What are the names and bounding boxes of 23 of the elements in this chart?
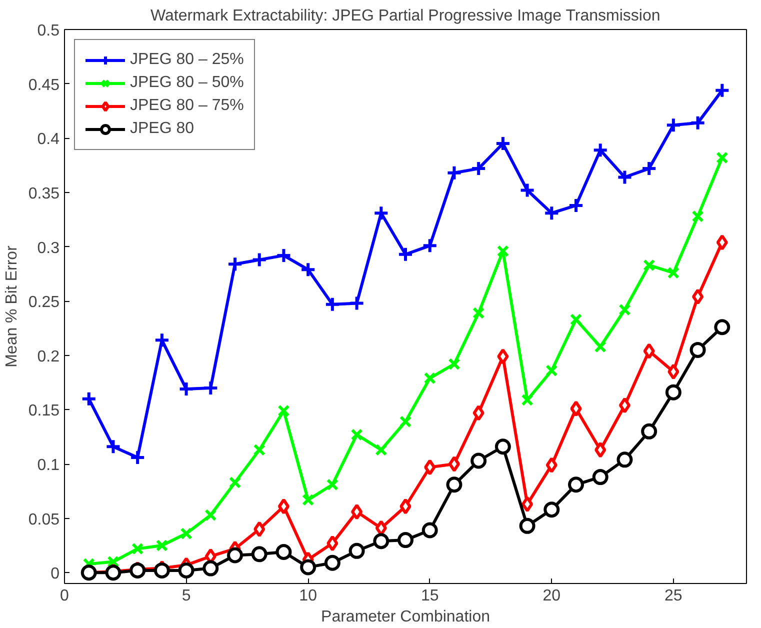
legend-label: JPEG 80 – 75%	[130, 97, 244, 115]
chart-title: Watermark Extractability: JPEG Partial Progressive Image Transmission	[150, 8, 660, 24]
y-axis-title: Mean % Bit Error	[3, 244, 20, 368]
y-tick-label: 0.3	[37, 240, 60, 257]
y-tick-label: 0.45	[28, 76, 60, 94]
x-tick-label: 15	[420, 588, 439, 604]
y-tick-label: 0.5	[37, 22, 60, 40]
y-tick-label: 0.2	[37, 348, 60, 366]
y-tick-label: 0.15	[28, 402, 60, 420]
y-tick-label: 0.1	[37, 457, 60, 474]
y-tick-label: 0.05	[28, 511, 60, 528]
x-axis-title: Parameter Combination	[321, 608, 490, 626]
legend-label: JPEG 80 – 50%	[130, 74, 244, 92]
y-tick-label: 0.25	[28, 294, 60, 312]
x-tick-label: 10	[299, 588, 318, 604]
y-tick-label: 0	[50, 566, 60, 583]
legend-label: JPEG 80	[130, 120, 194, 138]
legend-label: JPEG 80 – 25%	[130, 51, 244, 69]
y-tick-label: 0.35	[28, 185, 60, 202]
x-tick-label: 20	[542, 588, 561, 604]
x-tick-label: 25	[664, 588, 682, 604]
x-tick-label: 5	[182, 588, 191, 604]
y-tick-label: 0.4	[37, 131, 60, 148]
